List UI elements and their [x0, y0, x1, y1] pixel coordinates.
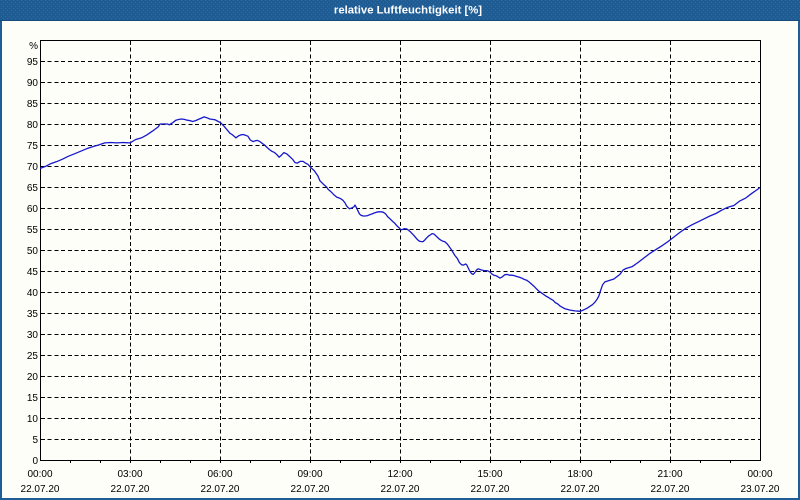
svg-text:10: 10	[27, 414, 39, 425]
svg-text:45: 45	[27, 267, 39, 278]
svg-text:50: 50	[27, 246, 39, 257]
svg-text:5: 5	[32, 435, 38, 446]
svg-text:22.07.20: 22.07.20	[561, 484, 600, 495]
svg-text:18:00: 18:00	[567, 469, 592, 480]
svg-text:22.07.20: 22.07.20	[111, 484, 150, 495]
svg-text:35: 35	[27, 309, 39, 320]
svg-text:85: 85	[27, 99, 39, 110]
svg-text:65: 65	[27, 183, 39, 194]
svg-text:21:00: 21:00	[657, 469, 682, 480]
svg-text:70: 70	[27, 162, 39, 173]
svg-text:22.07.20: 22.07.20	[201, 484, 240, 495]
svg-text:40: 40	[27, 288, 39, 299]
svg-text:0: 0	[32, 456, 38, 467]
svg-text:15:00: 15:00	[477, 469, 502, 480]
svg-text:00:00: 00:00	[747, 469, 772, 480]
svg-text:80: 80	[27, 120, 39, 131]
svg-text:06:00: 06:00	[207, 469, 232, 480]
svg-text:00:00: 00:00	[27, 469, 52, 480]
svg-text:25: 25	[27, 351, 39, 362]
svg-text:22.07.20: 22.07.20	[21, 484, 60, 495]
svg-text:60: 60	[27, 204, 39, 215]
svg-text:22.07.20: 22.07.20	[381, 484, 420, 495]
svg-text:22.07.20: 22.07.20	[471, 484, 510, 495]
svg-text:22.07.20: 22.07.20	[291, 484, 330, 495]
svg-text:75: 75	[27, 141, 39, 152]
svg-text:09:00: 09:00	[297, 469, 322, 480]
svg-text:20: 20	[27, 372, 39, 383]
svg-text:relative Luftfeuchtigkeit [%]: relative Luftfeuchtigkeit [%]	[334, 5, 482, 17]
svg-text:15: 15	[27, 393, 39, 404]
svg-text:12:00: 12:00	[387, 469, 412, 480]
svg-text:30: 30	[27, 330, 39, 341]
svg-text:03:00: 03:00	[117, 469, 142, 480]
svg-text:95: 95	[27, 57, 39, 68]
svg-text:90: 90	[27, 78, 39, 89]
svg-text:%: %	[29, 41, 38, 52]
svg-text:55: 55	[27, 225, 39, 236]
svg-text:23.07.20: 23.07.20	[741, 484, 780, 495]
svg-text:22.07.20: 22.07.20	[651, 484, 690, 495]
